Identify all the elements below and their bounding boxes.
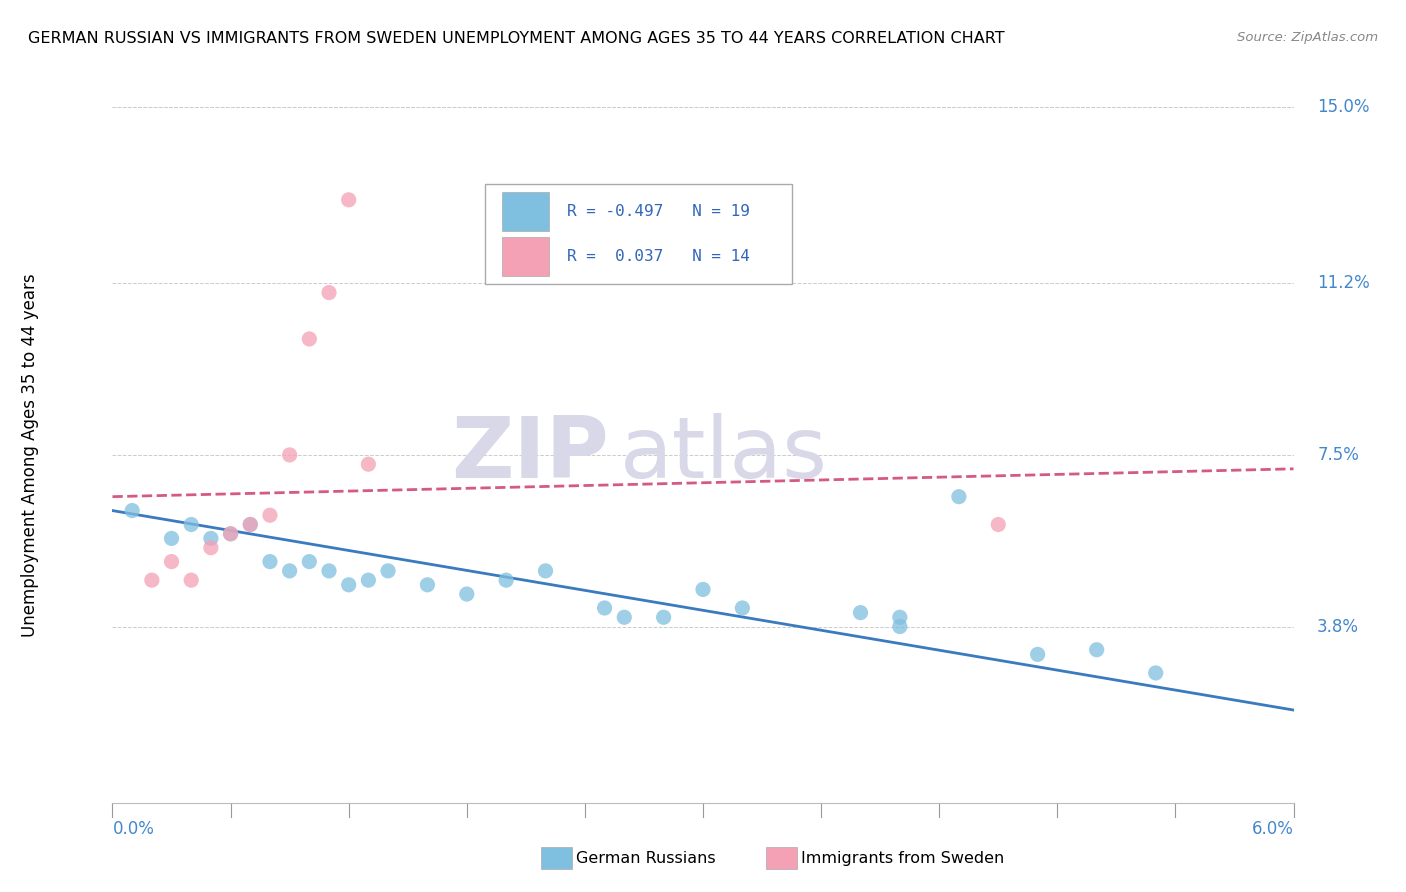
Text: 11.2%: 11.2% xyxy=(1317,275,1369,293)
Text: 7.5%: 7.5% xyxy=(1317,446,1360,464)
Point xyxy=(357,457,380,471)
Point xyxy=(1026,648,1049,662)
Text: 6.0%: 6.0% xyxy=(1251,820,1294,838)
Text: atlas: atlas xyxy=(620,413,828,497)
FancyBboxPatch shape xyxy=(485,184,792,285)
Point xyxy=(731,601,754,615)
Point xyxy=(1144,665,1167,680)
Point xyxy=(613,610,636,624)
Point xyxy=(495,573,517,587)
Text: German Russians: German Russians xyxy=(576,851,716,865)
Point xyxy=(121,503,143,517)
Point xyxy=(416,578,439,592)
Point xyxy=(357,573,380,587)
Point xyxy=(141,573,163,587)
Point xyxy=(1085,642,1108,657)
Point xyxy=(298,555,321,569)
Point xyxy=(318,285,340,300)
Point xyxy=(889,610,911,624)
Text: Source: ZipAtlas.com: Source: ZipAtlas.com xyxy=(1237,31,1378,45)
Point xyxy=(200,532,222,546)
Point xyxy=(160,555,183,569)
Point xyxy=(318,564,340,578)
Point xyxy=(337,193,360,207)
Point xyxy=(593,601,616,615)
Point xyxy=(849,606,872,620)
Point xyxy=(948,490,970,504)
Text: R =  0.037   N = 14: R = 0.037 N = 14 xyxy=(567,249,749,264)
Text: 3.8%: 3.8% xyxy=(1317,617,1360,635)
Point xyxy=(456,587,478,601)
Point xyxy=(278,564,301,578)
FancyBboxPatch shape xyxy=(502,193,550,230)
Point xyxy=(239,517,262,532)
Point xyxy=(259,508,281,523)
Point xyxy=(180,573,202,587)
Text: R = -0.497   N = 19: R = -0.497 N = 19 xyxy=(567,204,749,219)
Text: Unemployment Among Ages 35 to 44 years: Unemployment Among Ages 35 to 44 years xyxy=(21,273,39,637)
Point xyxy=(534,564,557,578)
Point xyxy=(337,578,360,592)
FancyBboxPatch shape xyxy=(502,237,550,276)
Point xyxy=(652,610,675,624)
Point xyxy=(219,526,242,541)
Point xyxy=(692,582,714,597)
Text: ZIP: ZIP xyxy=(451,413,609,497)
Point xyxy=(219,526,242,541)
Point xyxy=(239,517,262,532)
Point xyxy=(987,517,1010,532)
Point xyxy=(278,448,301,462)
Text: GERMAN RUSSIAN VS IMMIGRANTS FROM SWEDEN UNEMPLOYMENT AMONG AGES 35 TO 44 YEARS : GERMAN RUSSIAN VS IMMIGRANTS FROM SWEDEN… xyxy=(28,31,1005,46)
Point xyxy=(377,564,399,578)
Point xyxy=(298,332,321,346)
Text: 15.0%: 15.0% xyxy=(1317,98,1369,116)
Point xyxy=(889,619,911,633)
Text: Immigrants from Sweden: Immigrants from Sweden xyxy=(801,851,1005,865)
Point xyxy=(180,517,202,532)
Point xyxy=(259,555,281,569)
Point xyxy=(160,532,183,546)
Point xyxy=(200,541,222,555)
Text: 0.0%: 0.0% xyxy=(112,820,155,838)
